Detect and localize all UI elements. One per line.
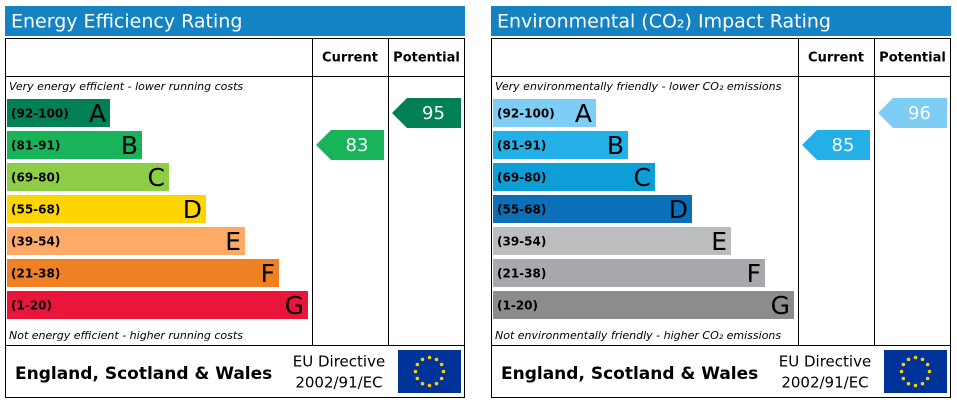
eu-star — [901, 376, 906, 381]
band-range: (1-20) — [11, 299, 52, 313]
rating-arrow — [392, 98, 461, 128]
band-range: (92-100) — [497, 107, 555, 121]
footer-region: England, Scotland & Wales — [15, 364, 272, 384]
eu-star — [420, 381, 425, 386]
band-bar — [7, 131, 142, 159]
eu-star — [441, 369, 446, 374]
band-letter: F — [261, 259, 275, 288]
eu-star — [913, 355, 918, 360]
eu-star — [420, 357, 425, 362]
directive: 2002/91/EC — [781, 374, 868, 392]
directive: 2002/91/EC — [295, 374, 382, 392]
band-bar — [7, 195, 206, 223]
band-range: (69-80) — [497, 171, 546, 185]
band-range: (39-54) — [497, 235, 546, 249]
band-range: (69-80) — [11, 171, 60, 185]
eu-star — [906, 381, 911, 386]
eu-star — [920, 357, 925, 362]
band-range: (55-68) — [11, 203, 60, 217]
eu-star — [439, 376, 444, 381]
band-range: (1-20) — [497, 299, 538, 313]
eu-star — [434, 357, 439, 362]
band-bar — [7, 291, 308, 319]
band-letter: E — [225, 227, 241, 256]
eu-star — [927, 369, 932, 374]
band-bar — [493, 163, 655, 191]
band-letter: D — [669, 195, 688, 224]
eu-star — [920, 381, 925, 386]
top-note: Very environmentally friendly - lower CO… — [495, 80, 782, 93]
band-letter: G — [771, 291, 790, 320]
band-bar — [493, 131, 628, 159]
column-header: Potential — [393, 51, 460, 66]
band-bar — [493, 259, 765, 287]
band-range: (39-54) — [11, 235, 60, 249]
frame — [491, 38, 951, 398]
band-bar — [7, 227, 245, 255]
band-bar — [493, 227, 731, 255]
band-letter: B — [121, 131, 138, 160]
column-header: Potential — [879, 51, 946, 66]
band-range: (21-38) — [497, 267, 546, 281]
eu-star — [913, 383, 918, 388]
bottom-note: Not energy efficient - higher running co… — [9, 329, 243, 342]
eu-star — [925, 362, 930, 367]
rating-value: 96 — [908, 103, 931, 124]
band-letter: C — [634, 163, 651, 192]
title-bar — [491, 6, 951, 36]
title-bar — [5, 6, 465, 36]
rating-value: 85 — [832, 135, 855, 156]
eu-star — [899, 369, 904, 374]
eu-star — [415, 376, 420, 381]
footer-region: England, Scotland & Wales — [501, 364, 758, 384]
band-range: (21-38) — [11, 267, 60, 281]
band-bar — [7, 163, 169, 191]
eu-star — [415, 362, 420, 367]
band-bar — [493, 291, 794, 319]
rating-value: 95 — [422, 103, 445, 124]
rating-arrow — [316, 130, 384, 160]
directive: EU Directive — [779, 353, 871, 371]
band-letter: B — [607, 131, 624, 160]
band-letter: E — [711, 227, 727, 256]
eu-star — [439, 362, 444, 367]
eu-star — [434, 381, 439, 386]
directive: EU Directive — [293, 353, 385, 371]
column-header: Current — [808, 51, 864, 66]
band-range: (55-68) — [497, 203, 546, 217]
eu-star — [427, 383, 432, 388]
frame — [5, 38, 465, 398]
band-range: (81-91) — [497, 139, 546, 153]
rating-value: 83 — [346, 135, 369, 156]
panel-title: Environmental (CO₂) Impact Rating — [497, 11, 831, 33]
top-note: Very energy efficient - lower running co… — [9, 80, 243, 93]
band-bar — [493, 195, 692, 223]
band-letter: G — [285, 291, 304, 320]
rating-arrow — [802, 130, 870, 160]
panel-title: Energy Efficiency Rating — [11, 11, 242, 33]
band-bar — [7, 99, 110, 127]
band-range: (92-100) — [11, 107, 69, 121]
column-header: Current — [322, 51, 378, 66]
eu-star — [413, 369, 418, 374]
band-bar — [493, 99, 596, 127]
eu-star — [925, 376, 930, 381]
eu-star — [901, 362, 906, 367]
eu-star — [427, 355, 432, 360]
band-letter: C — [148, 163, 165, 192]
band-letter: F — [747, 259, 761, 288]
band-range: (81-91) — [11, 139, 60, 153]
bottom-note: Not environmentally friendly - higher CO… — [495, 329, 781, 342]
band-letter: A — [575, 99, 592, 128]
band-letter: A — [89, 99, 106, 128]
eu-star — [906, 357, 911, 362]
band-bar — [7, 259, 279, 287]
band-letter: D — [183, 195, 202, 224]
rating-arrow — [878, 98, 947, 128]
